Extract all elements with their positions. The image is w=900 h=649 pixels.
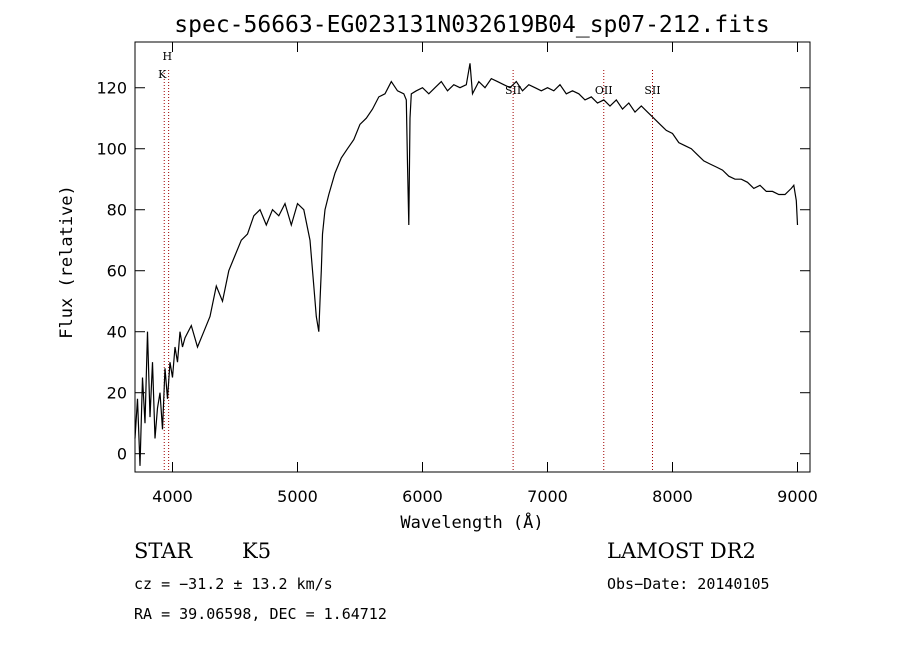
- x-tick-label: 5000: [277, 487, 318, 506]
- y-axis-ticks: 0 20 40 60 80 100 120: [96, 79, 810, 464]
- chart-title: spec-56663-EG023131N032619B04_sp07-212.f…: [174, 12, 769, 38]
- y-tick-label: 20: [107, 384, 127, 403]
- y-tick-label: 0: [117, 445, 127, 464]
- x-tick-label: 7000: [527, 487, 568, 506]
- x-axis-label: Wavelength (Å): [400, 511, 543, 533]
- spectral-line-label: OII: [595, 84, 613, 97]
- y-tick-label: 60: [107, 262, 127, 281]
- object-subclass: K5: [242, 539, 271, 563]
- obs-date: Obs−Date: 20140105: [607, 575, 770, 593]
- coordinates: RA = 39.06598, DEC = 1.64712: [134, 605, 387, 623]
- plot-frame: [134, 41, 811, 473]
- x-tick-label: 6000: [402, 487, 443, 506]
- y-tick-label: 120: [96, 79, 127, 98]
- x-axis-ticks: 4000 5000 6000 7000 8000 9000: [152, 42, 818, 506]
- survey-label: LAMOST DR2: [607, 539, 756, 563]
- spectral-line-label: H: [162, 50, 172, 63]
- x-tick-label: 4000: [152, 487, 193, 506]
- y-tick-label: 100: [96, 140, 127, 159]
- flux-line: [134, 63, 799, 466]
- y-axis-label: Flux (relative): [57, 185, 77, 339]
- redshift-info: cz = −31.2 ± 13.2 km/s: [134, 575, 333, 593]
- spectral-line-label: SII: [644, 84, 660, 97]
- y-tick-label: 40: [107, 323, 127, 342]
- spectrum-series: [134, 63, 799, 466]
- object-class: STAR: [134, 539, 193, 563]
- spectral-line-label: K: [158, 68, 167, 81]
- y-tick-label: 80: [107, 201, 127, 220]
- x-tick-label: 8000: [652, 487, 693, 506]
- x-tick-label: 9000: [777, 487, 818, 506]
